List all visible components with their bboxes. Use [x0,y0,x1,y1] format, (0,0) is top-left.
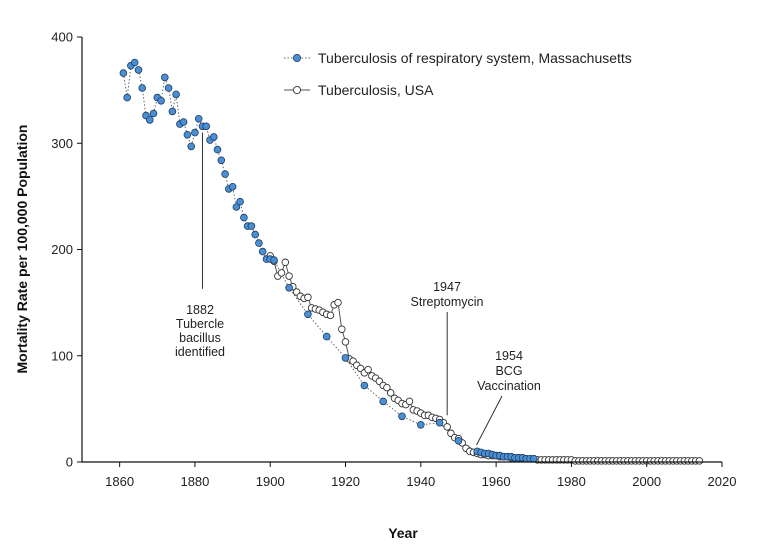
point-massachusetts [172,90,180,99]
point-massachusetts [247,222,256,230]
point-massachusetts [210,133,218,141]
point-massachusetts [157,97,165,105]
point-massachusetts [134,66,143,74]
point-massachusetts [341,354,350,362]
point-usa [695,457,704,465]
point-massachusetts [435,418,444,427]
point-massachusetts [179,118,188,126]
x-tick-label: 1860 [105,474,134,489]
annotation-1954-text: BCG [495,364,522,378]
point-massachusetts [217,156,226,165]
annotation-1954-text: Vaccination [477,379,541,393]
point-massachusetts [236,197,244,206]
x-tick-label: 1960 [482,474,511,489]
point-usa [341,338,350,346]
x-tick-label: 1900 [256,474,285,489]
point-massachusetts [183,131,192,139]
point-usa [443,423,451,431]
point-usa [304,293,312,302]
point-massachusetts [164,84,173,92]
point-usa [386,389,395,397]
point-massachusetts [202,122,211,131]
point-massachusetts [270,256,278,264]
x-tick-label: 1920 [331,474,360,489]
point-massachusetts [322,332,331,341]
point-massachusetts [149,109,158,118]
point-massachusetts [258,247,267,256]
point-massachusetts [161,73,169,82]
point-massachusetts [360,381,369,390]
x-tick-label: 2000 [632,474,661,489]
point-usa [383,383,391,392]
annotation-1947-text: Streptomycin [411,295,484,309]
x-axis-title: Year [388,525,418,541]
point-massachusetts [416,420,425,429]
annotation-1882-text: bacillus [179,331,221,345]
point-usa [405,397,414,406]
point-massachusetts [255,239,263,247]
point-usa [364,365,372,374]
x-tick-label: 1880 [180,474,209,489]
point-massachusetts [119,69,128,77]
plot-area [119,58,704,465]
legend-usa-marker [292,85,302,95]
annotation-1882-text: 1882 [186,303,214,317]
point-massachusetts [228,183,237,191]
axes: 0 100 200 300 400 1860 1880 1900 1920 1940 1960 198… [51,30,736,490]
point-massachusetts [168,107,177,116]
point-usa [281,258,290,267]
point-massachusetts [130,58,139,67]
annotation-1882-text: identified [175,345,225,359]
legend-usa-label: Tuberculosis, USA [318,82,434,98]
point-usa [326,311,335,320]
y-tick-label: 100 [51,348,73,363]
y-tick-label: 400 [51,30,73,45]
annotation-1954-text: 1954 [495,349,523,363]
point-usa [334,298,342,307]
point-massachusetts [187,142,196,151]
point-massachusetts [398,412,406,421]
point-massachusetts [191,128,199,137]
annotation-1882-text: Tubercle [176,317,224,331]
annotation-1947-text: 1947 [433,280,461,294]
point-massachusetts [251,230,260,239]
point-massachusetts [529,454,538,463]
point-usa [338,325,346,333]
legend: Tuberculosis of respiratory system, Mass… [284,50,632,98]
point-massachusetts [138,84,147,92]
y-tick-label: 200 [51,242,73,257]
x-tick-label: 2020 [708,474,737,489]
point-massachusetts [454,436,463,445]
point-massachusetts [123,93,131,102]
point-massachusetts [213,145,222,154]
x-tick-label: 1940 [406,474,435,489]
point-massachusetts [194,115,203,123]
point-massachusetts [379,397,388,406]
legend-massachusetts-marker [292,54,301,63]
y-tick-label: 300 [51,136,73,151]
point-massachusetts [304,310,312,319]
annotation-1954-line [476,395,503,446]
point-usa [277,269,286,277]
point-massachusetts [285,283,293,292]
x-tick-label: 1980 [557,474,586,489]
point-massachusetts [221,170,229,178]
point-massachusetts [232,203,241,211]
point-massachusetts [146,116,154,124]
legend-massachusetts-label: Tuberculosis of respiratory system, Mass… [318,50,632,66]
y-axis-title: Mortality Rate per 100,000 Population [14,125,30,374]
y-tick-label: 0 [66,455,73,470]
point-massachusetts [240,213,248,222]
point-usa [285,272,293,280]
